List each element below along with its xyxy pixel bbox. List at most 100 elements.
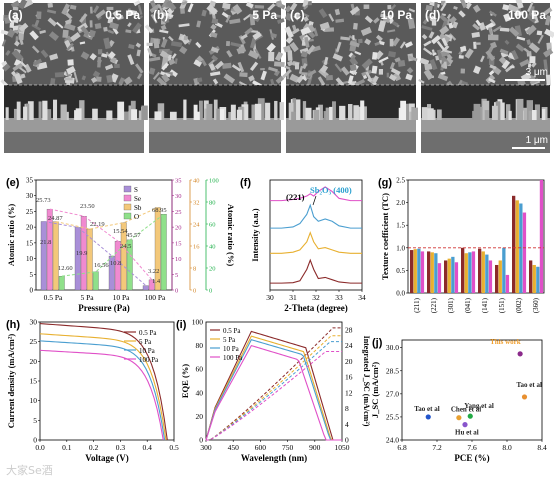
sem-column xyxy=(421,107,428,120)
sem-grain xyxy=(378,56,389,64)
y2-tick-label: 12 xyxy=(345,388,353,397)
sem-grain xyxy=(387,50,397,58)
right-tick-label: 20 xyxy=(175,225,182,232)
x-tick-label: 0.2 xyxy=(89,443,99,452)
sem-grain xyxy=(159,29,169,34)
y2-axis-label: Integrated J_SC (mA/cm²) xyxy=(362,336,371,427)
sem-grain xyxy=(260,70,267,81)
sem-grain xyxy=(114,63,120,69)
sem-column xyxy=(23,106,28,120)
sem-grain xyxy=(433,1,438,13)
bar xyxy=(40,221,47,291)
sem-grain xyxy=(137,15,144,20)
x-tick-label: 31 xyxy=(289,293,297,302)
right-tick-label: 80 xyxy=(209,200,216,207)
bar xyxy=(430,252,434,293)
x-tick-label: 300 xyxy=(200,443,212,452)
sem-grain xyxy=(282,69,292,79)
y-tick-label: 25.5 xyxy=(386,412,399,421)
bar xyxy=(108,255,115,291)
panel-i-eqe-chart: (i)300 450 600 750 900 1050020406080100048121… xyxy=(176,318,371,464)
bar xyxy=(468,252,472,293)
bar xyxy=(519,203,523,293)
legend-label: S xyxy=(134,186,138,194)
sem-grain xyxy=(407,55,418,62)
sem-grain xyxy=(284,26,294,39)
bar xyxy=(471,251,476,293)
sem-grain xyxy=(127,9,138,16)
sem-grain xyxy=(125,29,132,34)
point-label: Yang et al xyxy=(464,402,494,410)
sem-column xyxy=(45,109,52,120)
sem-grain xyxy=(487,34,499,41)
sem-column xyxy=(313,109,320,120)
x-tick-label: (221) xyxy=(430,297,438,313)
sem-grain xyxy=(174,58,178,64)
x-tick-label: 600 xyxy=(255,443,267,452)
y-tick-label: 40 xyxy=(196,388,204,397)
right-tick-label: 32 xyxy=(193,200,200,207)
legend-label: 5 Pa xyxy=(223,336,236,344)
sem-column xyxy=(288,102,294,120)
y-tick-label: 20 xyxy=(30,357,38,366)
sem-grain xyxy=(318,8,328,19)
sem-grain xyxy=(389,62,396,70)
sem-grain xyxy=(299,47,309,54)
sem-grain xyxy=(531,11,539,24)
sem-grain xyxy=(472,23,481,31)
y-tick-label: 30 xyxy=(30,318,38,327)
sem-grain xyxy=(48,31,59,41)
x-tick-label: 0.0 xyxy=(35,443,45,452)
sem-grain xyxy=(81,75,87,81)
sem-grain xyxy=(303,4,309,10)
y-axis-label: Intensity (a.u.) xyxy=(250,208,260,261)
sem-grain xyxy=(168,35,174,42)
sem-grain xyxy=(252,31,262,41)
y-tick-label: 30 xyxy=(26,192,34,200)
y-tick-label: 10 xyxy=(26,255,34,263)
bar xyxy=(410,250,414,293)
sem-column xyxy=(213,99,218,120)
sem-grain xyxy=(225,41,231,47)
x-axis-label: Wavelength (nm) xyxy=(241,453,307,463)
right-tick-label: 40 xyxy=(209,244,216,251)
sem-grain xyxy=(64,19,72,25)
sem-grain xyxy=(485,50,496,62)
bar xyxy=(512,195,516,293)
sem-grain xyxy=(298,65,304,74)
bar xyxy=(142,285,149,291)
sem-grain xyxy=(66,65,76,75)
bar xyxy=(451,256,455,293)
sem-grain xyxy=(79,41,86,45)
bar xyxy=(464,253,468,293)
sem-grain xyxy=(287,50,293,61)
right-tick-label: 24 xyxy=(193,222,200,229)
sem-grain xyxy=(64,12,73,20)
sem-grain xyxy=(123,76,133,86)
sem-column xyxy=(291,111,296,120)
sem-pressure-label: 10 Pa xyxy=(381,8,413,22)
x-tick-label: (002) xyxy=(515,297,523,313)
sem-grain xyxy=(530,61,537,68)
sem-panel-letter: (c) xyxy=(290,8,305,22)
sem-grain xyxy=(34,19,40,27)
sem-grain xyxy=(440,2,447,12)
x-tick-label: 0.5 Pa xyxy=(44,293,63,302)
legend-label: 10 Pa xyxy=(139,347,156,355)
bar xyxy=(120,222,127,291)
sem-grain xyxy=(47,2,54,8)
y-tick-label: 35 xyxy=(26,177,34,185)
legend-swatch xyxy=(123,185,132,193)
sem-grain xyxy=(543,48,554,58)
sem-column xyxy=(53,99,58,120)
sem-grain xyxy=(307,69,317,77)
x-tick-label: (041) xyxy=(464,297,472,313)
sem-grain xyxy=(380,13,386,18)
sem-grain xyxy=(448,33,457,41)
sem-grain xyxy=(371,52,378,60)
sem-grain xyxy=(443,61,448,69)
sem-grain xyxy=(507,3,520,13)
sem-grain xyxy=(146,42,153,46)
sem-grain xyxy=(317,76,326,86)
bar xyxy=(148,279,155,291)
